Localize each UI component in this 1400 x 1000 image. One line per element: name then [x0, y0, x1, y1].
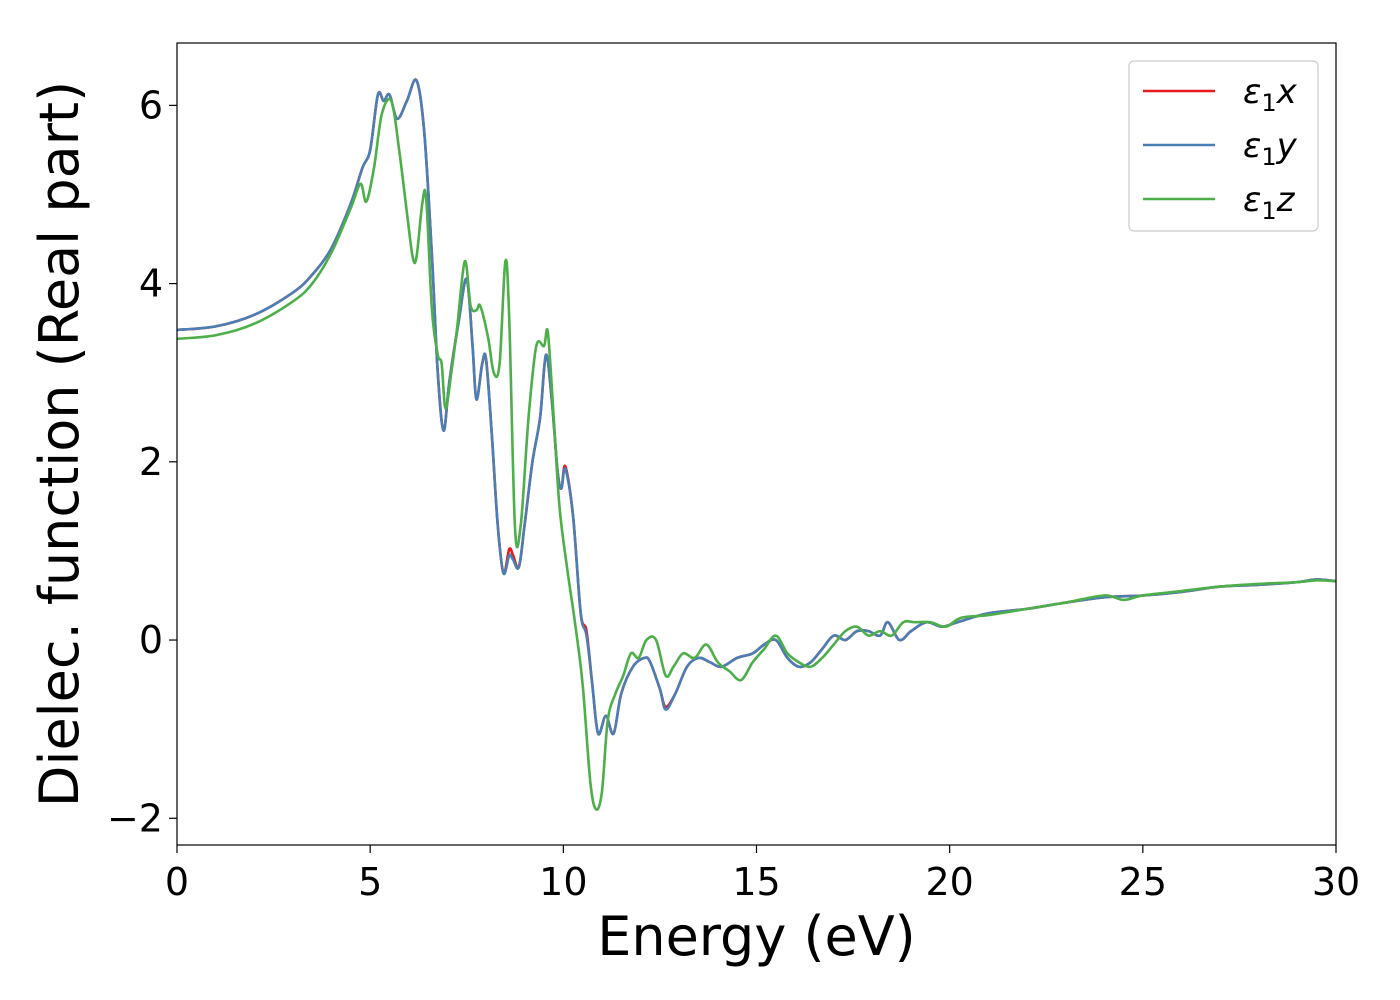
x-tick-label: 10 [539, 860, 587, 904]
y-tick-label: 2 [139, 440, 163, 484]
legend-label-y: ε1y [1243, 126, 1298, 171]
legend-label-x: ε1x [1243, 72, 1298, 117]
legend-label-subscript: 1 [1261, 143, 1276, 171]
y-tick-label: −2 [107, 796, 163, 840]
x-tick-label: 25 [1119, 860, 1167, 904]
x-tick-label: 5 [358, 860, 382, 904]
x-tick-label: 0 [165, 860, 189, 904]
legend-label-variable: z [1276, 180, 1296, 220]
y-tick-label: 0 [139, 618, 163, 662]
legend-box [1128, 60, 1319, 232]
legend-label-z: ε1z [1243, 180, 1296, 225]
legend-label-base: ε [1243, 180, 1261, 220]
series-lines [177, 78, 1336, 811]
legend-label-variable: y [1276, 126, 1298, 166]
x-tick-label: 15 [732, 860, 780, 904]
y-tick-label: 4 [139, 262, 163, 306]
series-line-y [177, 78, 1336, 736]
legend-label-variable: x [1276, 72, 1298, 112]
x-tick-label: 20 [925, 860, 973, 904]
y-axis-title: Dielec. function (Real part) [28, 81, 91, 807]
legend-label-subscript: 1 [1261, 89, 1276, 117]
y-tick-label: 6 [139, 83, 163, 127]
x-axis-title: Energy (eV) [597, 905, 916, 968]
x-tick-label: 30 [1312, 860, 1360, 904]
series-line-z [177, 97, 1336, 811]
legend-label-base: ε [1243, 126, 1261, 166]
legend-label-subscript: 1 [1261, 197, 1276, 225]
plot-frame [176, 42, 1337, 846]
legend-label-base: ε [1243, 72, 1261, 112]
